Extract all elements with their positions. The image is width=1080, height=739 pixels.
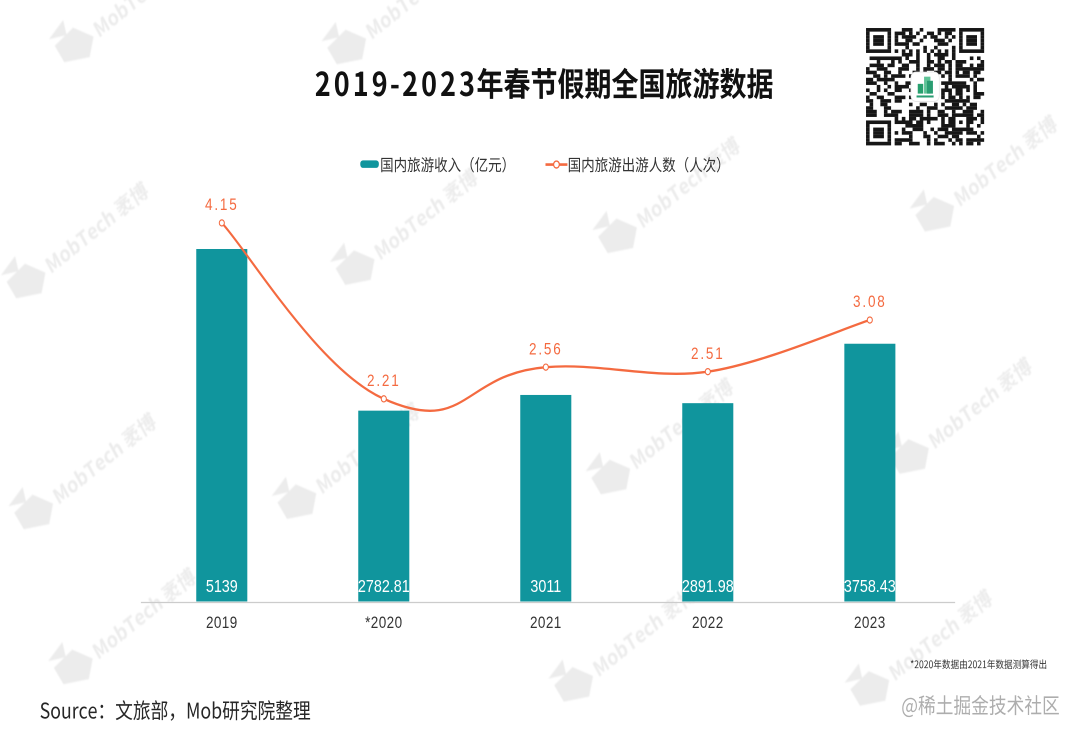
svg-text:2021: 2021 xyxy=(530,614,562,633)
svg-text:2023: 2023 xyxy=(854,614,886,633)
svg-text:2022: 2022 xyxy=(692,614,724,633)
svg-text:2.56: 2.56 xyxy=(529,340,563,359)
svg-text:2.51: 2.51 xyxy=(691,345,725,364)
svg-text:2782.81: 2782.81 xyxy=(358,578,410,597)
svg-text:5139: 5139 xyxy=(206,578,238,597)
svg-text:3.08: 3.08 xyxy=(853,293,887,312)
svg-text:3011: 3011 xyxy=(530,578,561,597)
svg-text:*2020: *2020 xyxy=(365,614,402,633)
svg-text:2891.98: 2891.98 xyxy=(682,578,734,597)
svg-text:4.15: 4.15 xyxy=(205,196,239,215)
svg-text:3758.43: 3758.43 xyxy=(844,578,896,597)
svg-text:2019: 2019 xyxy=(206,614,238,633)
svg-text:2.21: 2.21 xyxy=(367,372,401,391)
